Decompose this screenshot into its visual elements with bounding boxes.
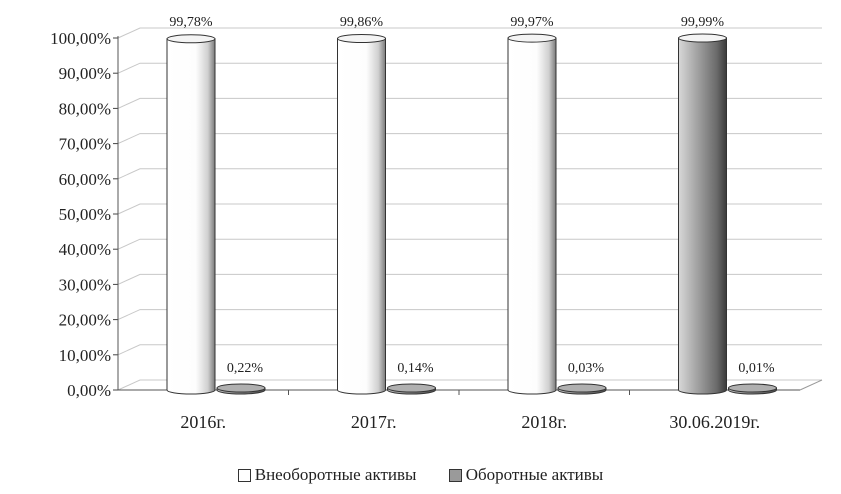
bar-top-series2 [216,383,266,393]
category-label: 30.06.2019г. [669,412,760,432]
legend: Внеоборотные активы Оборотные активы [0,465,841,487]
gridline [117,27,822,39]
y-tick-label: 100,00% [50,29,111,48]
gridline [117,309,822,321]
bar-series1 [678,37,727,395]
x-axis-depth-line [799,379,823,391]
category-label: 2016г. [180,412,226,432]
y-tick-label: 30,00% [59,275,111,294]
gridline [117,203,822,215]
gridline [117,97,822,109]
bar-series1 [337,37,386,395]
bar-top-series1 [337,33,386,43]
legend-label-series2: Оборотные активы [465,465,604,484]
bar-layer [166,33,777,395]
grid-layer [117,27,822,391]
gridline [117,133,822,145]
bar-top-series1 [166,34,216,44]
bar-top-series2 [728,383,777,393]
data-label: 0,14% [397,361,434,376]
y-tick-label: 80,00% [59,99,111,118]
y-tick-label: 40,00% [59,240,111,259]
data-label: 0,22% [227,361,264,376]
gridline [117,168,822,180]
bar-series1 [166,38,216,395]
data-label: 99,99% [681,15,725,30]
bar-series1 [507,37,557,395]
bar-top-series1 [507,33,557,43]
bar-top-series1 [678,33,727,43]
y-tick-label: 70,00% [59,135,111,154]
legend-swatch-series2 [448,468,462,482]
category-label: 2017г. [351,412,397,432]
y-tick-label: 0,00% [67,381,111,400]
category-label: 2018г. [521,412,567,432]
y-tick-label: 60,00% [59,170,111,189]
legend-swatch-series1 [237,468,251,482]
data-label: 0,03% [568,361,605,376]
bar-top-series2 [387,383,436,393]
bar-top-series2 [557,383,607,393]
data-label: 99,97% [510,15,554,30]
y-tick-label: 90,00% [59,64,111,83]
y-tick-label: 20,00% [59,311,111,330]
axis-layer: 0,00% 10,00% 20,00% 30,00% 40,00% 50,00% 60,00… [50,29,823,400]
data-label: 99,78% [169,15,213,30]
y-tick-label: 50,00% [59,205,111,224]
data-label: 99,86% [340,15,384,30]
gridline [117,273,822,285]
gridline [117,379,822,391]
gridline [117,344,822,356]
data-label: 0,01% [738,361,775,376]
gridline [117,62,822,74]
label-layer: 2016г. 99,78% 0,22% 2017г. 99,86% 0,14% 2018г.… [169,15,775,432]
legend-item-series2: Оборотные активы [448,465,604,485]
legend-label-series1: Внеоборотные активы [254,465,417,484]
chart: 0,00% 10,00% 20,00% 30,00% 40,00% 50,00% 60,00… [50,15,823,432]
legend-item-series1: Внеоборотные активы [237,465,417,485]
y-tick-label: 10,00% [59,346,111,365]
gridline [117,238,822,250]
